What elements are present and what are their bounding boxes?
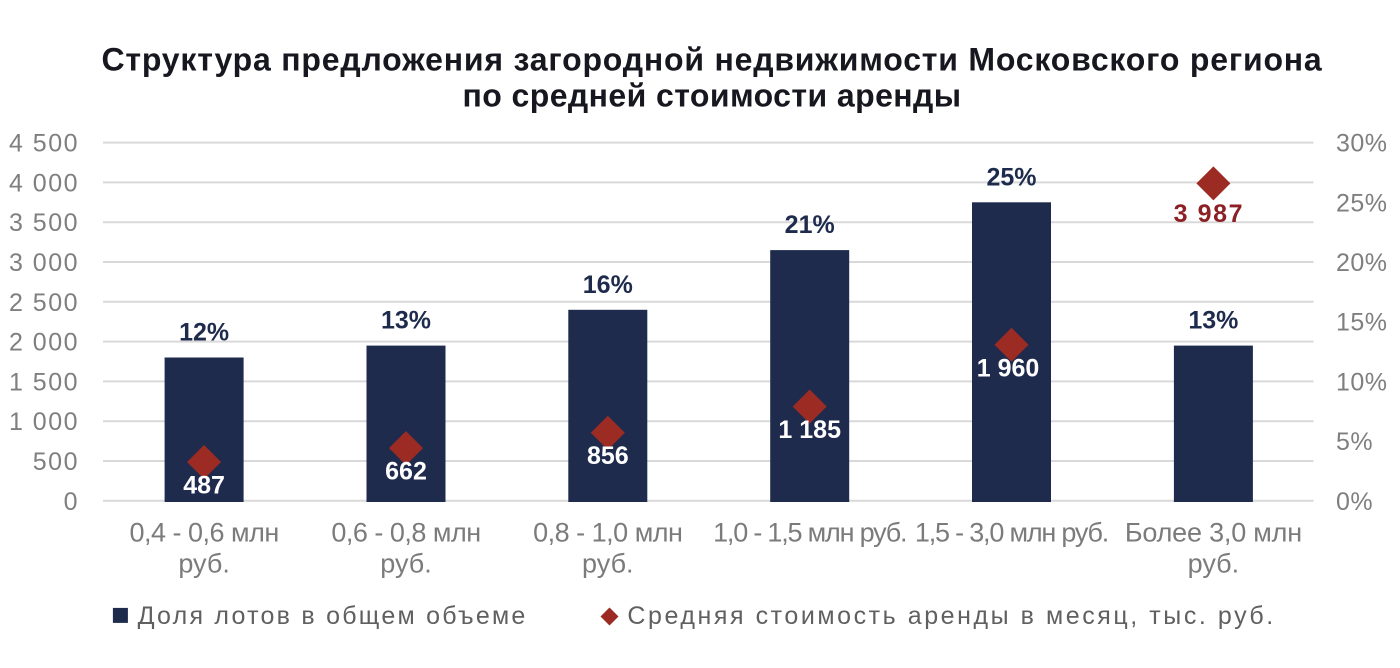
- svg-text:2 500: 2 500: [9, 289, 79, 317]
- svg-text:1 960: 1 960: [977, 354, 1040, 382]
- svg-text:0: 0: [64, 488, 79, 516]
- svg-text:856: 856: [587, 442, 629, 470]
- svg-text:0,6 - 0,8 млн: 0,6 - 0,8 млн: [331, 517, 480, 547]
- svg-text:13%: 13%: [381, 307, 431, 335]
- svg-text:Доля лотов в общем объеме: Доля лотов в общем объеме: [138, 602, 528, 630]
- svg-text:3 000: 3 000: [9, 249, 79, 277]
- svg-text:16%: 16%: [583, 271, 633, 299]
- svg-text:2 000: 2 000: [9, 329, 79, 357]
- svg-text:0,4 - 0,6 млн: 0,4 - 0,6 млн: [129, 517, 278, 547]
- svg-text:руб.: руб.: [380, 549, 431, 579]
- svg-text:0%: 0%: [1336, 488, 1373, 516]
- svg-text:25%: 25%: [1336, 189, 1388, 217]
- svg-text:20%: 20%: [1336, 249, 1388, 277]
- svg-text:1 000: 1 000: [9, 408, 79, 436]
- svg-text:руб.: руб.: [178, 549, 229, 579]
- svg-text:4 500: 4 500: [9, 130, 79, 158]
- svg-text:Более 3,0 млн: Более 3,0 млн: [1125, 517, 1302, 547]
- svg-text:Средняя стоимость аренды в мес: Средняя стоимость аренды в месяц, тыс. р…: [627, 602, 1275, 630]
- svg-text:0,8 - 1,0 млн: 0,8 - 1,0 млн: [533, 517, 682, 547]
- svg-text:15%: 15%: [1336, 309, 1388, 337]
- svg-text:30%: 30%: [1336, 130, 1388, 158]
- svg-text:1,5 - 3,0 млн руб.: 1,5 - 3,0 млн руб.: [915, 517, 1108, 547]
- svg-text:3 987: 3 987: [1174, 200, 1245, 228]
- svg-text:21%: 21%: [785, 211, 835, 239]
- svg-text:Структура предложения загородн: Структура предложения загородной недвижи…: [101, 42, 1322, 78]
- svg-text:1,0 - 1,5 млн руб.: 1,0 - 1,5 млн руб.: [713, 517, 906, 547]
- svg-text:руб.: руб.: [1188, 549, 1239, 579]
- svg-text:25%: 25%: [986, 163, 1036, 191]
- svg-text:500: 500: [33, 448, 79, 476]
- svg-text:по средней стоимости аренды: по средней стоимости аренды: [462, 77, 961, 113]
- svg-text:662: 662: [385, 458, 427, 486]
- svg-text:12%: 12%: [179, 319, 229, 347]
- svg-text:4 000: 4 000: [9, 169, 79, 197]
- svg-text:3 500: 3 500: [9, 209, 79, 237]
- svg-text:10%: 10%: [1336, 368, 1388, 396]
- svg-text:487: 487: [183, 472, 225, 500]
- svg-text:13%: 13%: [1188, 307, 1238, 335]
- svg-text:5%: 5%: [1336, 428, 1373, 456]
- svg-text:руб.: руб.: [582, 549, 633, 579]
- svg-text:1 500: 1 500: [9, 368, 79, 396]
- svg-text:1 185: 1 185: [778, 416, 841, 444]
